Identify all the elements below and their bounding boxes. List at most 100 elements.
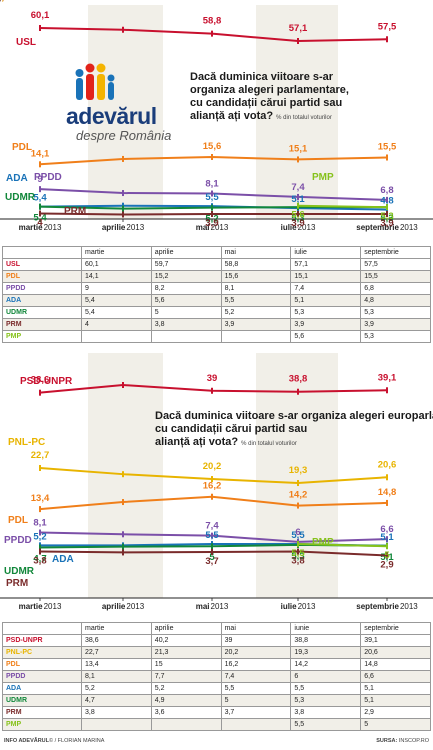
table-row: PRM 3,8 3,6 3,7 3,8 2,9 <box>2 706 431 719</box>
title-subtitle: % din totalul voturilor <box>241 441 297 447</box>
table-row: PRM 4 3,8 3,9 3,9 3,9 <box>2 318 431 331</box>
table-header-row: martie aprilie mai iunie septembrie <box>2 622 431 635</box>
data-label-prm-4: 3,9 <box>380 218 393 229</box>
table-value-cell: 5,3 <box>360 306 431 319</box>
data-label-udmr-2: 5 <box>209 552 215 563</box>
table-value-cell: 3,8 <box>81 706 152 719</box>
table-header-martie: martie <box>81 246 152 259</box>
chart1-title: Dacă duminica viitoare s-ar organiza aleg… <box>190 71 349 122</box>
table-row: PMP 5,6 5,3 <box>2 330 431 343</box>
data-label-ppdd-0: 9 <box>37 174 42 185</box>
table-value-cell: 60,1 <box>81 258 152 271</box>
data-label-ada-4: 5,1 <box>380 532 394 543</box>
table-value-cell: 5,2 <box>81 682 152 695</box>
series-name-udmr: UDMR <box>5 192 36 203</box>
table-corner-cell <box>2 246 82 259</box>
table-party-cell: PMP <box>2 330 82 343</box>
table-party-cell: PRM <box>2 318 82 331</box>
x-tick-label-martie: martie2013 <box>19 602 62 611</box>
table-value-cell: 9 <box>81 282 152 295</box>
table-value-cell: 14,8 <box>360 658 431 671</box>
table-value-cell: 38,8 <box>290 634 362 647</box>
table-value-cell: 4,7 <box>81 694 152 707</box>
table-value-cell: 57,1 <box>290 258 362 271</box>
data-label-ppdd-3: 7,4 <box>291 182 305 193</box>
series-name-pnl-pc: PNL-PC <box>8 437 45 448</box>
x-tick-label-mai: mai2013 <box>196 602 229 611</box>
series-pnl-pc: 22,7 21,3 20,2 19,3 20,6 PNL-PC <box>0 0 396 487</box>
data-label-usl-1: 59,7 <box>0 0 9 3</box>
table-value-cell: 5,1 <box>290 294 362 307</box>
table-value-cell: 15,2 <box>150 270 222 283</box>
table-value-cell: 7,7 <box>150 670 222 683</box>
title-line: Dacă duminica viitoare s-ar <box>190 71 334 83</box>
table-row: UDMR 4,7 4,9 5 5,3 5,1 <box>2 694 431 707</box>
data-label-ppdd-4: 6,8 <box>380 185 393 196</box>
table-value-cell <box>150 330 222 343</box>
data-label-ppdd-1: 7,7 <box>0 0 7 3</box>
month-band-0 <box>88 5 163 219</box>
data-label-pdl-0: 14,1 <box>31 148 50 159</box>
data-label-prm-0: 3,8 <box>33 556 46 567</box>
series-name-ada: ADA <box>52 554 74 565</box>
table-party-cell: PRM <box>2 706 82 719</box>
x-tick-label-iulie: iulie2013 <box>281 602 316 611</box>
table-value-cell: 8,1 <box>220 282 292 295</box>
adevarul-logo: adevărul despre România <box>66 63 171 143</box>
x-tick-label-septembrie: septembrie2013 <box>356 223 418 232</box>
chart2-data-table: martie aprilie mai iunie septembrie PSD-UNPR 3… <box>2 622 431 731</box>
data-label-usl-4: 57,5 <box>378 21 397 32</box>
data-label-ada-1: 5,2 <box>0 0 7 3</box>
table-value-cell: 3,9 <box>360 318 431 331</box>
series-line-pmp <box>297 543 388 548</box>
data-label-prm-1: 3,6 <box>0 0 7 3</box>
table-value-cell: 5,5 <box>290 682 362 695</box>
table-value-cell: 5,4 <box>81 294 152 307</box>
data-label-pmp-3: 5,5 <box>291 548 305 559</box>
table-value-cell: 39,1 <box>360 634 431 647</box>
series-usl: 60,1 59,7 58,8 57,1 57,5 USL <box>0 0 397 48</box>
table-value-cell: 7,4 <box>220 670 292 683</box>
series-name-udmr: UDMR <box>4 566 35 577</box>
logo-brand: adevărul <box>66 103 157 129</box>
series-name-ada: ADA <box>6 173 28 184</box>
chart2-x-axis: martie2013 aprilie2013 mai2013 iulie2013 sep… <box>0 597 433 611</box>
table-value-cell: 14,1 <box>81 270 152 283</box>
table-row: PDL 13,4 15 16,2 14,2 14,8 <box>2 658 431 671</box>
title-line: Dacă duminica viitoare s-ar organiza ale… <box>155 410 433 422</box>
footer-credit-bold: INFO ADEVĂRUL <box>4 738 50 744</box>
data-label-psd-unpr-0: 38,6 <box>31 375 50 386</box>
data-label-ada-2: 5,5 <box>205 530 219 541</box>
data-label-pdl-1: 15,2 <box>0 0 9 3</box>
table-value-cell <box>220 330 292 343</box>
series-name-pdl: PDL <box>12 142 32 153</box>
data-label-psd-unpr-4: 39,1 <box>378 372 397 383</box>
chart2-title-text: Dacă duminica viitoare s-ar organiza ale… <box>155 410 433 448</box>
series-name-ppdd: PPDD <box>4 535 32 546</box>
series-psd-unpr: 38,6 40,2 39 38,8 39,1 PSD-UNPR <box>0 0 397 396</box>
table-value-cell: 5,5 <box>290 718 362 731</box>
data-label-pnl-pc-0: 22,7 <box>31 450 50 461</box>
title-line: cu candidații cărui partid sau <box>190 97 342 109</box>
title-line: organiza alegeri parlamentare, <box>190 84 349 96</box>
data-label-prm-0: 4 <box>37 217 43 228</box>
table-header-row: martie aprilie mai iulie septembrie <box>2 246 431 259</box>
data-label-prm-1: 3,8 <box>0 0 7 3</box>
table-header-septembrie: septembrie <box>360 246 431 259</box>
table-header-mai: mai <box>220 622 292 635</box>
data-label-udmr-0: 4,7 <box>33 554 46 565</box>
table-value-cell: 3,7 <box>220 706 292 719</box>
table-party-cell: PSD-UNPR <box>2 634 82 647</box>
series-name-prm: PRM <box>64 206 86 217</box>
title-line: cu candidații cărui partid sau <box>155 423 307 435</box>
table-value-cell <box>81 718 152 731</box>
table-row: PMP 5,5 5 <box>2 718 431 731</box>
table-value-cell: 3,8 <box>290 706 362 719</box>
footer-source: SURSA: INSCOP.RO <box>376 738 429 744</box>
chart1-lines: 60,159,758,857,157,5USL14,115,215,615,11… <box>0 0 397 229</box>
table-value-cell: 3,9 <box>220 318 292 331</box>
table-value-cell: 20,2 <box>220 646 292 659</box>
table-value-cell: 38,6 <box>81 634 152 647</box>
